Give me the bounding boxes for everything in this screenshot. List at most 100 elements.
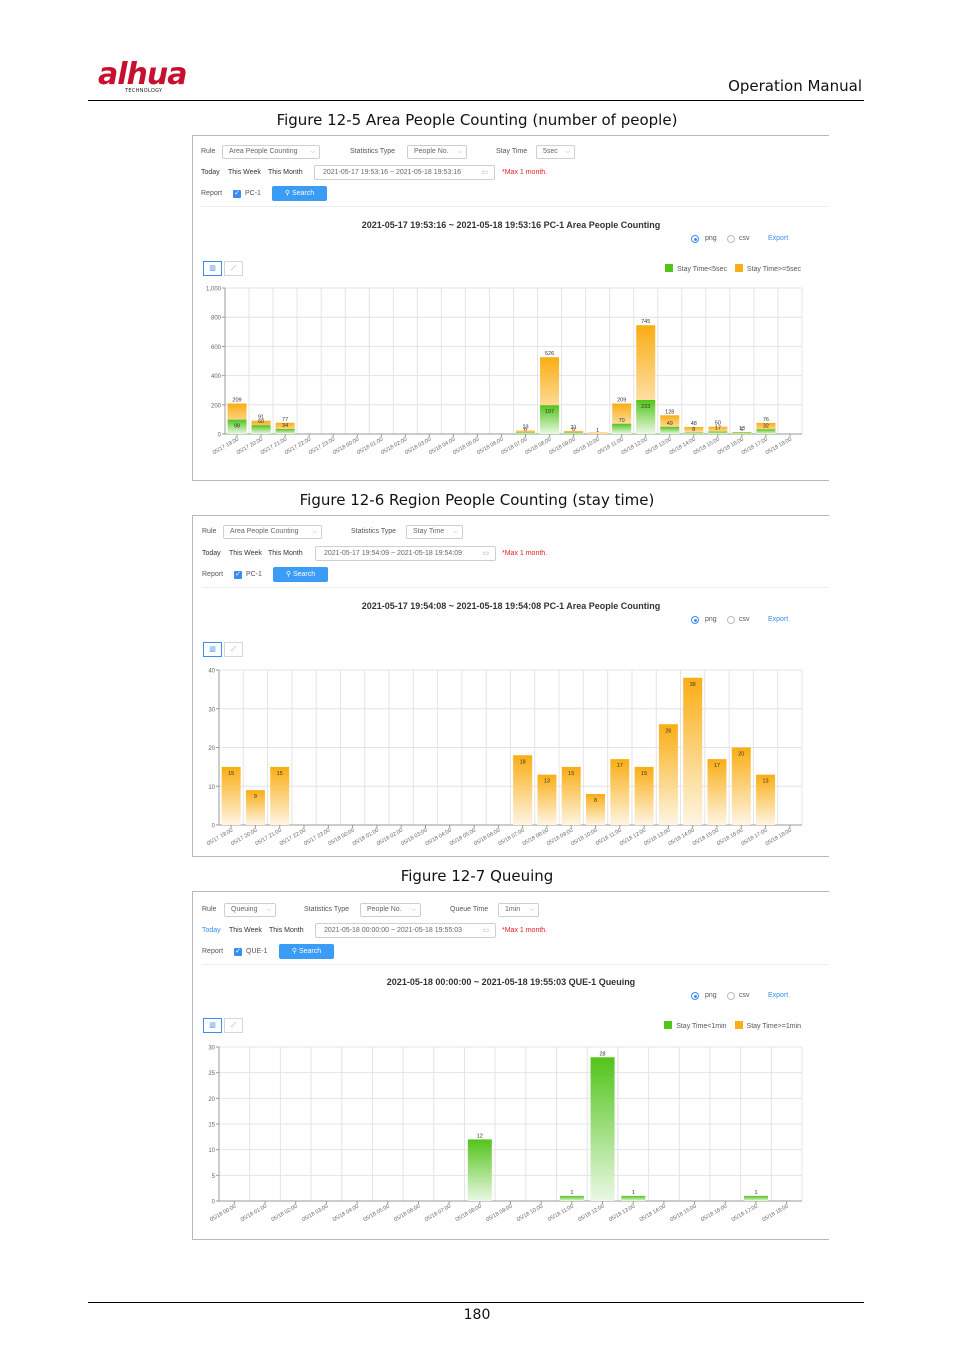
- chevron-down-icon: ⌵: [411, 907, 416, 913]
- stat-type-select[interactable]: People No. ⌵: [407, 145, 467, 159]
- format-png-radio[interactable]: [691, 616, 699, 624]
- data-label: 209: [232, 397, 241, 403]
- x-tick-label: 05/18 13:00: [643, 828, 671, 848]
- stat-type-select[interactable]: Stay Time ⌵: [406, 525, 463, 539]
- y-tick-label: 30: [208, 707, 215, 713]
- period-this-week[interactable]: This Week: [229, 550, 262, 557]
- export-link[interactable]: Export: [768, 616, 789, 623]
- export-link[interactable]: Export: [768, 992, 789, 999]
- report-checkbox[interactable]: ✓: [233, 190, 241, 198]
- format-csv-radio[interactable]: [727, 235, 735, 243]
- line-chart-toggle[interactable]: ⟋: [224, 642, 243, 657]
- period-today[interactable]: Today: [201, 169, 220, 176]
- bar: [743, 1195, 768, 1201]
- chart-title: 2021-05-18 00:00:00 ~ 2021-05-18 19:55:0…: [386, 977, 636, 987]
- date-range-input[interactable]: 2021-05-17 19:53:16 ~ 2021-05-18 19:53:1…: [314, 165, 495, 180]
- bar: [708, 426, 728, 434]
- export-link[interactable]: Export: [768, 235, 789, 242]
- divider: [201, 206, 828, 207]
- x-tick-label: 05/18 02:00: [271, 1204, 299, 1224]
- line-chart-icon: ⟋: [231, 646, 236, 653]
- bar: [731, 747, 751, 825]
- bar-chart-toggle[interactable]: ▥: [203, 642, 222, 657]
- y-tick-label: 600: [211, 345, 222, 351]
- rule-select[interactable]: Area People Counting ⌵: [222, 145, 320, 159]
- report-item-label: PC-1: [246, 571, 262, 578]
- x-tick-label: 05/18 17:00: [741, 437, 769, 457]
- legend-swatch: [734, 264, 743, 272]
- bar: [270, 766, 290, 825]
- bar-chart-toggle[interactable]: ▥: [203, 1018, 222, 1033]
- line-chart-toggle[interactable]: ⟋: [224, 261, 243, 276]
- format-png-radio[interactable]: [691, 235, 699, 243]
- period-this-month[interactable]: This Month: [269, 927, 304, 934]
- x-tick-label: 05/17 22:00: [284, 437, 312, 457]
- report-label: Report: [202, 948, 224, 955]
- period-this-week[interactable]: This Week: [229, 927, 262, 934]
- x-tick-label: 05/18 11:00: [597, 437, 625, 457]
- bar: [564, 430, 584, 434]
- period-today[interactable]: Today: [202, 927, 221, 934]
- data-label: 233: [641, 404, 650, 410]
- queue-time-label: Queue Time: [450, 906, 489, 913]
- format-csv-radio[interactable]: [727, 992, 735, 1000]
- data-label: 23: [522, 425, 528, 431]
- data-label: 13: [544, 779, 550, 785]
- x-tick-label: 05/18 08:00: [455, 1204, 483, 1224]
- x-tick-label: 05/17 23:00: [308, 437, 336, 457]
- chevron-down-icon: ⌵: [453, 529, 458, 535]
- report-checkbox[interactable]: ✓: [234, 948, 242, 956]
- x-tick-label: 05/17 20:00: [230, 828, 258, 848]
- x-tick-label: 05/18 08:00: [522, 828, 550, 848]
- search-button[interactable]: ⚲ Search: [272, 186, 327, 201]
- chart-title: 2021-05-17 19:54:08 ~ 2021-05-18 19:54:0…: [361, 601, 661, 611]
- period-today[interactable]: Today: [202, 550, 221, 557]
- y-tick-label: 15: [208, 1123, 215, 1129]
- period-this-month[interactable]: This Month: [268, 550, 303, 557]
- search-icon: ⚲: [285, 571, 293, 578]
- date-range-input[interactable]: 2021-05-18 00:00:00 ~ 2021-05-18 19:55:0…: [315, 923, 496, 938]
- data-label: 15: [228, 771, 234, 777]
- data-label: 17: [715, 426, 721, 432]
- bar: [540, 405, 560, 434]
- bar-chart-toggle[interactable]: ▥: [203, 261, 222, 276]
- rule-label: Rule: [202, 528, 217, 535]
- period-this-month[interactable]: This Month: [268, 169, 303, 176]
- page-footer-rule: [88, 1302, 864, 1303]
- bar: [588, 432, 608, 434]
- data-label: 26: [665, 728, 671, 734]
- bar-chart-icon: ▥: [209, 265, 216, 272]
- search-button[interactable]: ⚲ Search: [279, 944, 334, 959]
- bar: [684, 432, 704, 434]
- x-tick-label: 05/18 06:00: [476, 437, 504, 457]
- bar: [590, 1057, 615, 1201]
- bar: [227, 419, 247, 434]
- period-this-week[interactable]: This Week: [228, 169, 261, 176]
- report-checkbox[interactable]: ✓: [234, 571, 242, 579]
- line-chart-toggle[interactable]: ⟋: [224, 1018, 243, 1033]
- x-tick-label: 05/18 16:00: [700, 1204, 728, 1224]
- rule-select[interactable]: Queuing ⌵: [224, 903, 276, 917]
- x-tick-label: 05/18 01:00: [352, 828, 380, 848]
- data-label: 98: [234, 424, 240, 430]
- figure-panel-3: Rule Queuing ⌵ Statistics Type People No.…: [192, 891, 829, 1240]
- stat-type-select[interactable]: People No. ⌵: [360, 903, 421, 917]
- data-label: 128: [665, 409, 674, 415]
- format-csv-radio[interactable]: [727, 616, 735, 624]
- max-range-hint: *Max 1 month.: [502, 169, 548, 176]
- rule-select[interactable]: Area People Counting ⌵: [223, 525, 322, 539]
- x-tick-label: 05/18 10:00: [570, 828, 598, 848]
- bar: [251, 425, 271, 434]
- stay-time-select[interactable]: 5sec ⌵: [536, 145, 575, 159]
- data-label: 21: [571, 425, 577, 431]
- bar: [683, 677, 703, 825]
- manual-title: Operation Manual: [728, 77, 862, 95]
- queue-time-select[interactable]: 1min ⌵: [498, 903, 539, 917]
- search-button[interactable]: ⚲ Search: [273, 567, 328, 582]
- date-range-input[interactable]: 2021-05-17 19:54:09 ~ 2021-05-18 19:54:0…: [315, 546, 496, 561]
- bar-chart-icon: ▥: [209, 1022, 216, 1029]
- x-tick-label: 05/18 04:00: [425, 828, 453, 848]
- format-png-radio[interactable]: [691, 992, 699, 1000]
